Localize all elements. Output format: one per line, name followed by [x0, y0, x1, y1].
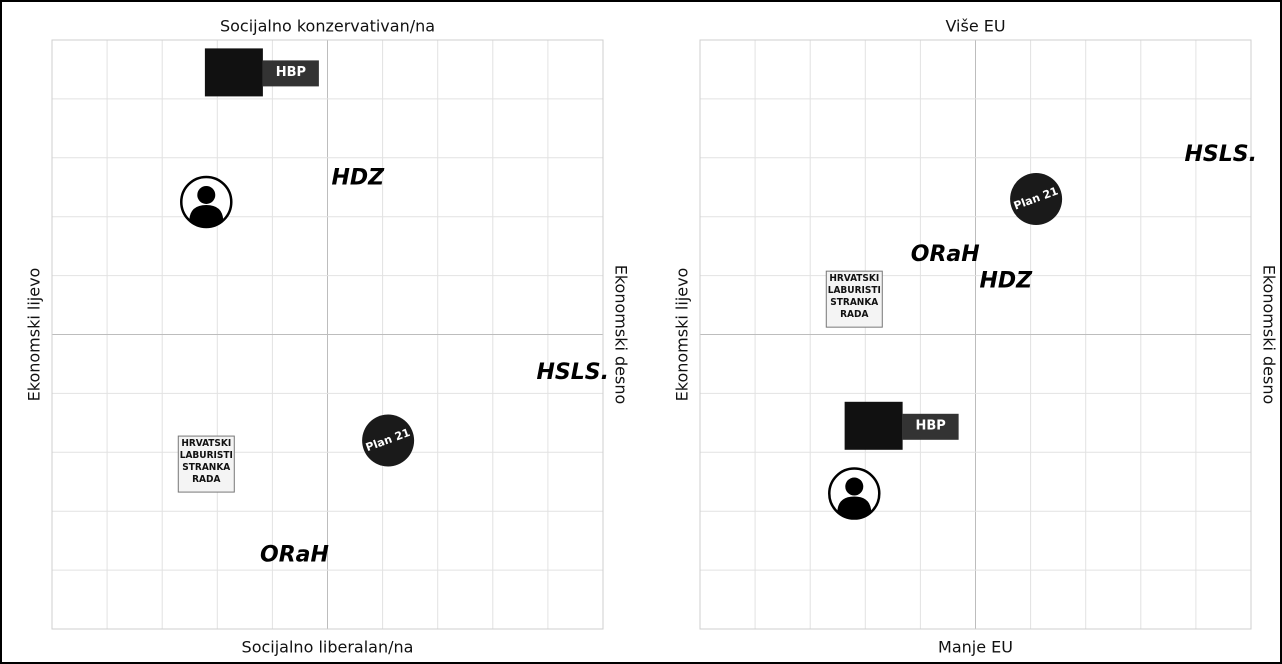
logo-text: ORaH	[911, 242, 980, 267]
logo-text: HBP	[276, 65, 306, 80]
logo-box	[902, 413, 959, 440]
party-logo: HDZ	[979, 268, 1033, 293]
logo-box	[262, 60, 319, 87]
chart: Više EU Manje EU Ekonomski lijevo Ekonomski…	[673, 17, 1279, 657]
logo-text: HRVATSKI LABURISTI STRANKA RADA	[179, 438, 233, 486]
party-logo: Plan 21	[1010, 173, 1063, 226]
axis-label-top: Više EU	[945, 17, 1005, 36]
logo-text: HDZ	[331, 165, 385, 190]
logo-text: HSLS.	[536, 360, 608, 385]
person-body	[837, 496, 872, 519]
party-logo: ORaH	[911, 242, 980, 267]
logo-text: HBP	[915, 418, 945, 433]
party-logo: HDZ	[331, 165, 385, 190]
party-logo	[828, 467, 881, 520]
axis-label-right: Ekonomski desno	[1260, 265, 1279, 405]
plot-border	[51, 39, 604, 630]
party-logo: ORaH	[260, 542, 329, 567]
party-logo: HRVATSKI LABURISTI STRANKA RADA	[177, 435, 235, 493]
logo-text: ORaH	[260, 542, 329, 567]
logo-wrap: HRVATSKI LABURISTI STRANKA RADA	[827, 273, 881, 321]
logo-text: HRVATSKI LABURISTI STRANKA RADA	[827, 273, 881, 321]
party-logo: HBP	[844, 401, 959, 450]
party-logo: HBP	[204, 48, 319, 97]
person-head	[197, 185, 216, 204]
axis-label-bottom: Socijalno liberalan/na	[242, 638, 414, 657]
party-logo: HSLS.	[536, 360, 608, 385]
logo-box	[844, 401, 903, 450]
logo-text: HSLS.	[1184, 142, 1256, 167]
logo-text: HDZ	[979, 268, 1033, 293]
logo-badge	[362, 414, 415, 467]
party-logo	[180, 175, 233, 229]
axis-label-right: Ekonomski desno	[612, 265, 631, 405]
axis-label-top: Socijalno konzervativan/na	[220, 17, 435, 36]
logo-box	[825, 270, 883, 328]
plot-border	[699, 39, 1252, 630]
person-body	[189, 204, 224, 227]
party-logo: HSLS.	[1184, 142, 1256, 167]
axis-label-left: Ekonomski lijevo	[25, 268, 44, 402]
logo-box	[177, 435, 235, 493]
logo-wrap: HRVATSKI LABURISTI STRANKA RADA	[179, 438, 233, 486]
logo-badge	[1010, 173, 1063, 226]
axis-label-bottom: Manje EU	[938, 638, 1013, 657]
chart: Socijalno konzervativan/na Socijalno libe…	[25, 17, 631, 657]
person-head	[845, 477, 864, 496]
party-logo: Plan 21	[362, 414, 415, 467]
party-logo: HRVATSKI LABURISTI STRANKA RADA	[825, 270, 883, 328]
logo-box	[204, 48, 263, 97]
axis-label-left: Ekonomski lijevo	[673, 268, 692, 402]
